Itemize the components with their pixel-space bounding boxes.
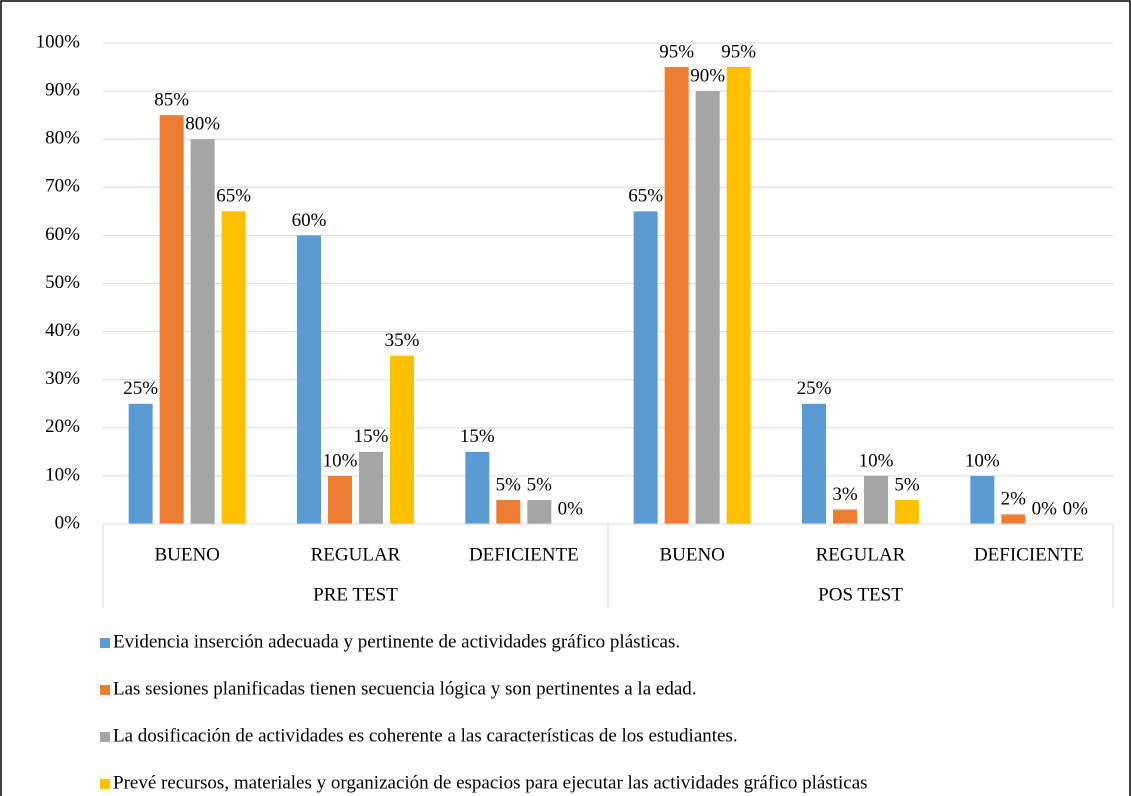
- bar: [833, 509, 857, 524]
- legend-label: Evidencia inserción adecuada y pertinent…: [113, 631, 680, 652]
- bar: [664, 67, 689, 525]
- bar: [390, 355, 414, 524]
- y-tick-label: 70%: [45, 176, 80, 197]
- data-label: 10%: [965, 450, 1000, 471]
- legend-swatch: [100, 685, 110, 695]
- data-label: 95%: [659, 41, 694, 62]
- bar: [221, 211, 246, 524]
- data-label: 90%: [690, 65, 725, 86]
- bar: [328, 475, 352, 524]
- bar: [465, 451, 490, 524]
- y-tick-label: 20%: [45, 416, 80, 437]
- x-tick-label: DEFICIENTE: [469, 544, 579, 565]
- data-label: 95%: [721, 41, 756, 62]
- bar: [802, 403, 826, 524]
- x-tick-label: DEFICIENTE: [974, 544, 1084, 565]
- data-label: 80%: [185, 114, 220, 135]
- y-tick-label: 60%: [45, 224, 80, 245]
- data-label: 15%: [460, 426, 495, 447]
- data-label: 25%: [797, 378, 832, 399]
- legend-swatch: [100, 638, 110, 648]
- bar: [496, 499, 521, 524]
- y-tick-label: 10%: [45, 464, 80, 485]
- x-tick-label: REGULAR: [816, 544, 906, 565]
- y-tick-label: 90%: [45, 79, 80, 100]
- bar: [359, 451, 383, 524]
- x-tick-label: BUENO: [154, 544, 219, 565]
- data-label: 15%: [354, 426, 389, 447]
- x-tick-label: BUENO: [659, 544, 724, 565]
- bar: [190, 139, 215, 524]
- legend-label: Prevé recursos, materiales y organizació…: [113, 772, 868, 793]
- data-label: 0%: [1032, 498, 1058, 519]
- data-label: 65%: [628, 186, 663, 207]
- bar: [864, 475, 888, 524]
- bar: [633, 211, 658, 524]
- bar: [970, 475, 995, 524]
- y-tick-label: 0%: [55, 512, 81, 533]
- legend-swatch: [100, 779, 110, 789]
- data-label: 35%: [385, 330, 420, 351]
- bar: [128, 403, 153, 524]
- data-label: 2%: [1001, 489, 1027, 510]
- y-tick-label: 30%: [45, 368, 80, 389]
- data-label: 0%: [558, 498, 584, 519]
- bar: [297, 235, 321, 524]
- y-tick-label: 80%: [45, 128, 80, 149]
- data-label: 0%: [1063, 498, 1089, 519]
- y-tick-label: 50%: [45, 272, 80, 293]
- bar: [159, 115, 184, 525]
- x-tick-label: REGULAR: [311, 544, 401, 565]
- bar: [726, 67, 751, 525]
- data-label: 5%: [496, 474, 522, 495]
- bar: [527, 499, 552, 524]
- data-label: 60%: [292, 210, 327, 231]
- data-label: 10%: [323, 450, 358, 471]
- data-label: 65%: [216, 186, 251, 207]
- y-tick-label: 100%: [36, 31, 81, 52]
- data-label: 25%: [123, 378, 158, 399]
- group-label: PRE TEST: [313, 584, 398, 605]
- bar: [1001, 514, 1026, 524]
- bar: [895, 499, 919, 524]
- bar: [695, 91, 720, 524]
- legend-swatch: [100, 732, 110, 742]
- legend-label: Las sesiones planificadas tienen secuenc…: [113, 678, 697, 699]
- data-label: 10%: [859, 450, 894, 471]
- data-label: 5%: [894, 474, 920, 495]
- legend-label: La dosificación de actividades es cohere…: [113, 725, 738, 746]
- data-label: 5%: [527, 474, 553, 495]
- y-tick-label: 40%: [45, 320, 80, 341]
- data-label: 3%: [832, 484, 858, 505]
- group-label: POS TEST: [818, 584, 903, 605]
- data-label: 85%: [154, 90, 189, 111]
